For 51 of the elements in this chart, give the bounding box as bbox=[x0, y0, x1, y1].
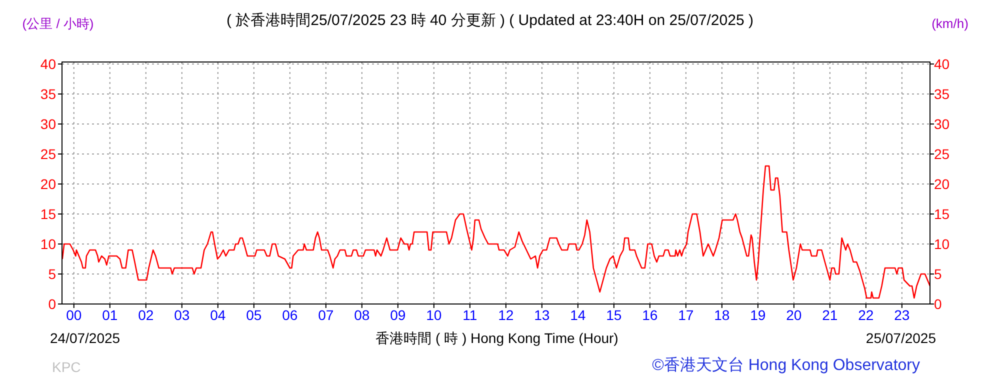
x-tick-label: 15 bbox=[606, 307, 622, 323]
x-tick-label: 09 bbox=[390, 307, 406, 323]
x-tick-label: 16 bbox=[642, 307, 658, 323]
x-tick-label: 17 bbox=[678, 307, 694, 323]
x-tick-label: 14 bbox=[570, 307, 586, 323]
text: 24/07/2025 bbox=[50, 330, 120, 346]
y2-tick-label: 10 bbox=[934, 236, 950, 252]
x-tick-label: 12 bbox=[498, 307, 514, 323]
y-tick-label: 5 bbox=[48, 266, 56, 282]
y-tick-label: 15 bbox=[40, 206, 56, 222]
y-tick-label: 0 bbox=[48, 296, 56, 312]
x-tick-label: 22 bbox=[858, 307, 874, 323]
y-tick-label: 40 bbox=[40, 56, 56, 72]
text: KPC bbox=[52, 359, 81, 375]
y-tick-label: 10 bbox=[40, 236, 56, 252]
y-tick-label: 35 bbox=[40, 86, 56, 102]
x-tick-label: 02 bbox=[138, 307, 154, 323]
y-tick-label: 20 bbox=[40, 176, 56, 192]
x-tick-label: 23 bbox=[894, 307, 910, 323]
x-tick-label: 06 bbox=[282, 307, 298, 323]
x-tick-label: 21 bbox=[822, 307, 838, 323]
y2-tick-label: 15 bbox=[934, 206, 950, 222]
chart-title: ( 於香港時間25/07/2025 23 時 40 分更新 ) ( Updated at 23:40H on 25/07/2025 ) bbox=[226, 12, 754, 29]
x-tick-label: 11 bbox=[462, 307, 478, 323]
text: ©香港天文台 Hong Kong Observatory bbox=[652, 356, 920, 374]
y2-tick-label: 25 bbox=[934, 146, 950, 162]
x-tick-label: 00 bbox=[66, 307, 82, 323]
x-tick-label: 20 bbox=[786, 307, 802, 323]
x-tick-label: 05 bbox=[246, 307, 262, 323]
y2-tick-label: 40 bbox=[934, 56, 950, 72]
text: 25/07/2025 bbox=[866, 330, 936, 346]
y2-tick-label: 0 bbox=[934, 296, 942, 312]
y2-tick-label: 35 bbox=[934, 86, 950, 102]
x-tick-label: 08 bbox=[354, 307, 370, 323]
x-tick-label: 10 bbox=[426, 307, 442, 323]
x-tick-label: 19 bbox=[750, 307, 766, 323]
x-tick-label: 07 bbox=[318, 307, 334, 323]
y2-tick-label: 20 bbox=[934, 176, 950, 192]
y-tick-label: 30 bbox=[40, 116, 56, 132]
x-tick-label: 18 bbox=[714, 307, 730, 323]
line-series bbox=[62, 165, 931, 299]
y2-axis-title: (km/h) bbox=[932, 16, 968, 31]
x-axis-title: 香港時間 ( 時 ) Hong Kong Time (Hour) bbox=[376, 330, 618, 346]
x-tick-label: 01 bbox=[102, 307, 118, 323]
y2-tick-label: 30 bbox=[934, 116, 950, 132]
x-tick-label: 13 bbox=[534, 307, 550, 323]
y2-tick-label: 5 bbox=[934, 266, 942, 282]
x-tick-label: 04 bbox=[210, 307, 226, 323]
y-tick-label: 25 bbox=[40, 146, 56, 162]
x-tick-label: 03 bbox=[174, 307, 190, 323]
y-axis-title: (公里 / 小時) bbox=[22, 16, 94, 31]
